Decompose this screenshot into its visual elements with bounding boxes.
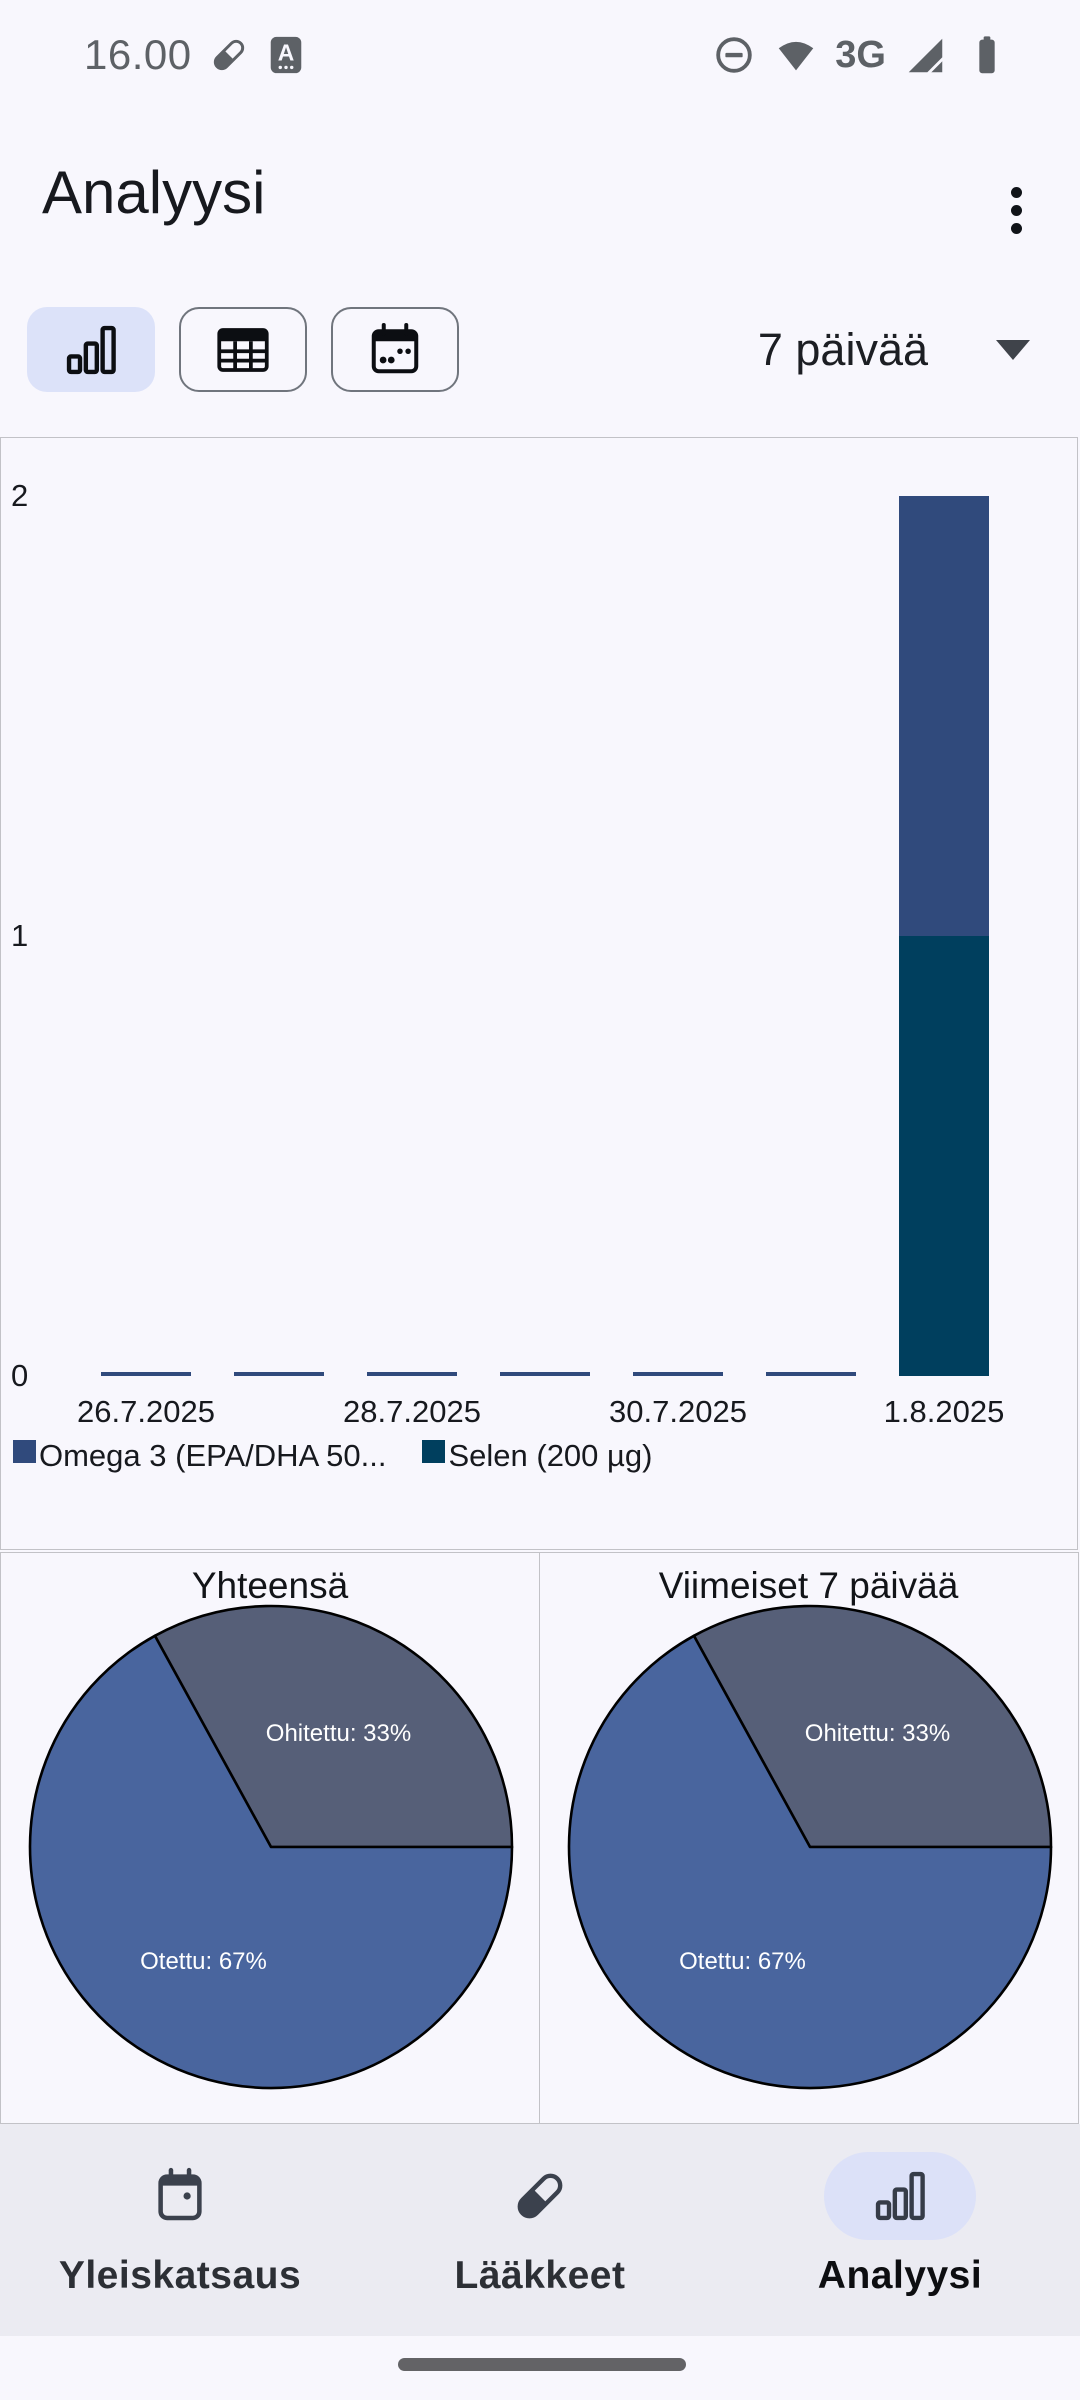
table-icon bbox=[217, 327, 269, 372]
bottom-navigation: Yleiskatsaus Lääkkeet Analyysi bbox=[0, 2124, 1080, 2336]
wifi-icon bbox=[779, 41, 814, 71]
nav-label: Lääkkeet bbox=[454, 2254, 626, 2297]
nav-label: Analyysi bbox=[817, 2254, 983, 2297]
nav-item-analyysi[interactable]: Analyysi bbox=[720, 2124, 1080, 2336]
legend-label: Selen (200 µg) bbox=[448, 1438, 653, 1473]
nav-label: Yleiskatsaus bbox=[58, 2254, 302, 2297]
calendar-icon bbox=[371, 322, 419, 373]
pie-title: Yhteensä bbox=[191, 1565, 349, 1606]
pie-slice-label: Otettu: 67% bbox=[679, 1948, 806, 1975]
calendar-view-toggle[interactable] bbox=[331, 307, 459, 392]
pie-panel-total: Yhteensä Ohitettu: 33% Otettu: 67% bbox=[0, 1552, 540, 2124]
x-axis-tick: 30.7.2025 bbox=[609, 1394, 747, 1429]
cellular-signal-icon bbox=[908, 38, 945, 75]
controls-row: 7 päivää bbox=[0, 307, 1080, 393]
legend-item: Omega 3 (EPA/DHA 50... bbox=[13, 1438, 386, 1474]
network-type-label: 3G bbox=[835, 33, 886, 76]
pie-panel-last-7-days: Viimeiset 7 päivää Ohitettu: 33% Otettu: … bbox=[538, 1552, 1079, 2124]
time-range-value: 7 päivää bbox=[757, 323, 928, 375]
pie-chart-last-7-days: Ohitettu: 33% Otettu: 67% bbox=[567, 1604, 1052, 2090]
legend-label: Omega 3 (EPA/DHA 50... bbox=[39, 1438, 387, 1473]
overflow-menu-button[interactable] bbox=[990, 166, 1042, 254]
zero-value-bar bbox=[633, 1372, 723, 1376]
legend-item: Selen (200 µg) bbox=[422, 1438, 652, 1474]
time-range-dropdown[interactable]: 7 päivää bbox=[758, 307, 1030, 392]
pie-chart-total: Ohitettu: 33% Otettu: 67% bbox=[28, 1604, 514, 2090]
y-axis-tick: 0 bbox=[11, 1358, 29, 1393]
a-badge-icon: A bbox=[270, 36, 301, 74]
pie-slice-label: Ohitettu: 33% bbox=[266, 1720, 411, 1747]
svg-text:A: A bbox=[277, 40, 294, 66]
zero-value-bar bbox=[101, 1372, 191, 1376]
zero-value-bar bbox=[500, 1372, 590, 1376]
bar-segment bbox=[899, 936, 989, 1376]
pie-slice-otettu bbox=[28, 1634, 514, 2090]
zero-value-bar bbox=[766, 1372, 856, 1376]
bar-chart-panel: 0 1 2 26.7.2025 28.7.2025 30.7.2025 1.8.2025 O… bbox=[0, 437, 1078, 1550]
pie-charts-row: Yhteensä Ohitettu: 33% Otettu: 67% Viimei… bbox=[0, 1552, 1080, 2124]
pie-slice-ohitettu bbox=[692, 1604, 1052, 1849]
x-axis-tick: 1.8.2025 bbox=[883, 1394, 1005, 1429]
battery-icon bbox=[979, 36, 995, 74]
page-title: Analyysi bbox=[42, 159, 266, 226]
bar-chart-view-toggle[interactable] bbox=[27, 307, 155, 392]
status-bar: 16.00 A 3G bbox=[0, 0, 1080, 110]
y-axis-tick: 2 bbox=[11, 478, 29, 513]
y-axis-tick: 1 bbox=[11, 918, 29, 953]
pie-slice-label: Ohitettu: 33% bbox=[804, 1720, 949, 1747]
pill-notification-icon bbox=[213, 39, 244, 71]
bar-chart-icon bbox=[875, 2171, 925, 2221]
gesture-area bbox=[0, 2336, 1080, 2400]
calendar-icon bbox=[158, 2167, 202, 2221]
table-view-toggle[interactable] bbox=[179, 307, 307, 392]
gesture-handle[interactable] bbox=[398, 2358, 686, 2371]
zero-value-bar bbox=[234, 1372, 324, 1376]
pie-slice-ohitettu bbox=[153, 1604, 514, 1849]
nav-item-yleiskatsaus[interactable]: Yleiskatsaus bbox=[0, 2124, 360, 2336]
legend-swatch-icon bbox=[13, 1440, 36, 1463]
zero-value-bar bbox=[367, 1372, 457, 1376]
legend-swatch-icon bbox=[422, 1440, 446, 1463]
x-axis-tick: 28.7.2025 bbox=[343, 1394, 481, 1429]
nav-item-laakkeet[interactable]: Lääkkeet bbox=[360, 2124, 720, 2336]
bar-chart-legend: Omega 3 (EPA/DHA 50... Selen (200 µg) bbox=[13, 1438, 652, 1474]
x-axis-tick: 26.7.2025 bbox=[77, 1394, 215, 1429]
pie-slice-otettu bbox=[567, 1634, 1052, 2090]
bar-chart-icon bbox=[66, 325, 116, 374]
clock: 16.00 bbox=[84, 31, 192, 78]
pie-slice-label: Otettu: 67% bbox=[140, 1948, 267, 1975]
chevron-down-icon bbox=[996, 339, 1030, 360]
do-not-disturb-icon bbox=[716, 37, 753, 73]
bar-segment bbox=[899, 496, 989, 936]
bar-chart-plot: 0 1 2 26.7.2025 28.7.2025 30.7.2025 1.8.2025 bbox=[1, 438, 1077, 1549]
pie-title: Viimeiset 7 päivää bbox=[658, 1565, 959, 1606]
header: Analyysi bbox=[0, 140, 1080, 280]
pill-icon bbox=[517, 2173, 563, 2219]
